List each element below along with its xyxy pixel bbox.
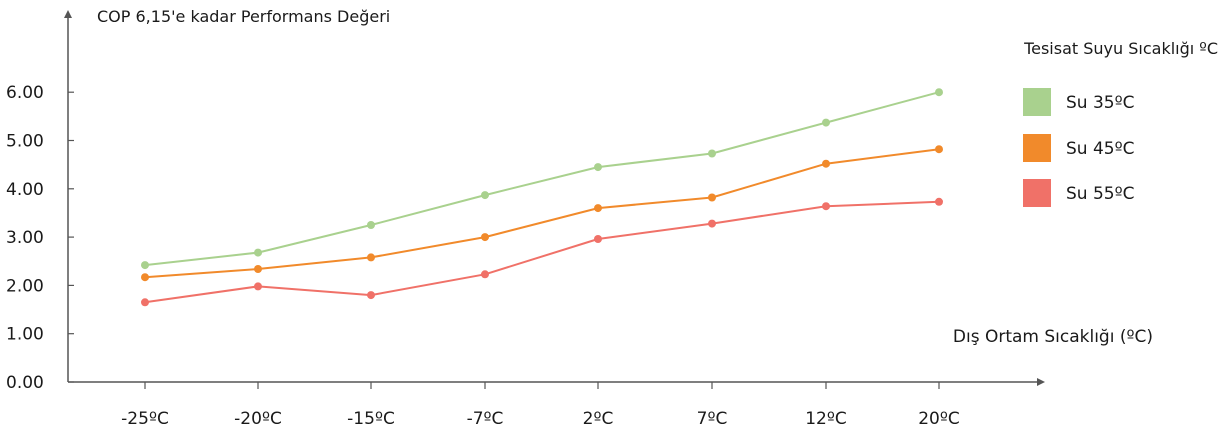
data-point xyxy=(935,88,943,97)
data-point xyxy=(594,163,602,172)
data-point xyxy=(708,149,716,158)
x-tick-label: 20ºC xyxy=(918,409,960,429)
y-tick-label: 2.00 xyxy=(6,276,44,296)
series-line xyxy=(144,91,940,267)
axes xyxy=(64,10,1045,386)
y-tick-label: 0.00 xyxy=(6,373,44,393)
data-point xyxy=(822,159,830,168)
data-point xyxy=(822,202,830,211)
legend: Su 35ºC Su 45ºC Su 55ºC xyxy=(1023,88,1134,207)
legend-swatch xyxy=(1023,134,1051,162)
x-tick-labels: -25ºC -20ºC -15ºC -7ºC 2ºC 7ºC 12ºC 20ºC xyxy=(121,382,960,429)
x-tick-label: -7ºC xyxy=(467,409,504,429)
data-point xyxy=(141,298,149,307)
data-point xyxy=(481,270,489,279)
legend-swatch xyxy=(1023,88,1051,116)
legend-label: Su 35ºC xyxy=(1066,93,1134,113)
x-axis-title: Dış Ortam Sıcaklığı (ºC) xyxy=(953,327,1153,347)
y-tick-label: 4.00 xyxy=(6,180,44,200)
data-point xyxy=(367,221,375,229)
legend-title: Tesisat Suyu Sıcaklığı ºC xyxy=(1023,39,1218,58)
data-point xyxy=(935,197,943,206)
y-tick-label: 3.00 xyxy=(6,228,44,248)
data-point xyxy=(822,118,830,127)
y-axis-arrow xyxy=(64,10,72,18)
x-tick-label: 7ºC xyxy=(697,409,728,429)
x-tick-label: -15ºC xyxy=(347,409,395,429)
data-point xyxy=(594,204,602,213)
x-axis-arrow xyxy=(1037,378,1045,386)
y-axis-title: COP 6,15'e kadar Performans Değeri xyxy=(97,7,390,26)
x-tick-label: -20ºC xyxy=(234,409,282,429)
data-point xyxy=(367,253,375,262)
data-point xyxy=(254,282,262,291)
data-point xyxy=(367,291,375,300)
y-tick-label: 5.00 xyxy=(6,132,44,152)
y-tick-labels: 0.00 1.00 2.00 3.00 4.00 5.00 6.00 xyxy=(6,83,74,393)
data-point xyxy=(594,235,602,243)
series-lines xyxy=(144,91,940,304)
legend-label: Su 55ºC xyxy=(1066,184,1134,204)
legend-label: Su 45ºC xyxy=(1066,139,1134,159)
legend-swatch xyxy=(1023,179,1051,207)
data-point xyxy=(141,261,149,270)
x-tick-label: 12ºC xyxy=(805,409,847,429)
y-tick-label: 1.00 xyxy=(6,325,44,345)
data-point xyxy=(708,193,716,202)
data-point xyxy=(254,265,262,273)
series-line xyxy=(144,200,940,304)
data-point xyxy=(708,219,716,228)
data-point xyxy=(481,191,489,200)
y-tick-label: 6.00 xyxy=(6,83,44,103)
data-point xyxy=(254,248,262,257)
x-tick-label: 2ºC xyxy=(583,409,614,429)
series-line xyxy=(144,148,940,279)
data-point xyxy=(481,233,489,242)
x-tick-label: -25ºC xyxy=(121,409,169,429)
data-point xyxy=(141,273,149,282)
series-points xyxy=(141,88,943,307)
data-point xyxy=(935,145,943,154)
